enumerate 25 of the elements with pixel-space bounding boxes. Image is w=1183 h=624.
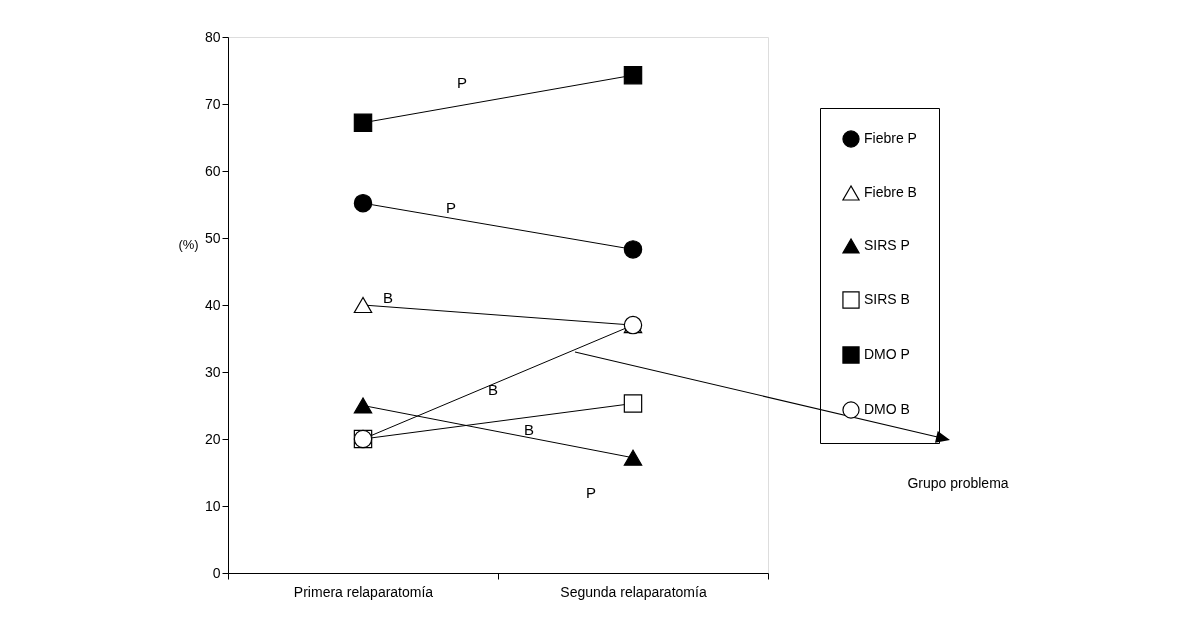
y-tick-label: 40	[204, 296, 221, 313]
legend-label: Fiebre B	[864, 184, 917, 200]
annotation: B	[487, 381, 499, 398]
y-tick-label: 50	[204, 229, 221, 246]
x-tick-label: Primera relaparatomía	[293, 583, 434, 600]
y-tick-label: 70	[204, 95, 221, 112]
legend-label: SIRS P	[864, 237, 910, 253]
annotation: P	[456, 74, 468, 91]
legend-label: SIRS B	[864, 291, 910, 307]
y-tick-label: 30	[204, 363, 221, 380]
text: Grupo problema	[907, 475, 1009, 491]
annotation: B	[523, 421, 535, 438]
y-tick-label: 20	[204, 430, 221, 447]
legend-label: Fiebre P	[864, 130, 917, 146]
y-tick-label: 80	[204, 28, 221, 45]
y-tick-label: 60	[204, 162, 221, 179]
y-tick-label: 0	[212, 564, 221, 581]
legend-label: DMO B	[864, 401, 910, 417]
annotation: B	[382, 289, 394, 306]
y-tick-label: 10	[204, 497, 221, 514]
annotation: P	[585, 484, 597, 501]
x-tick-label: Segunda relaparatomía	[560, 583, 707, 600]
y-axis-title: (%)	[178, 236, 199, 252]
legend-label: DMO P	[864, 346, 910, 362]
annotation: P	[445, 199, 457, 216]
